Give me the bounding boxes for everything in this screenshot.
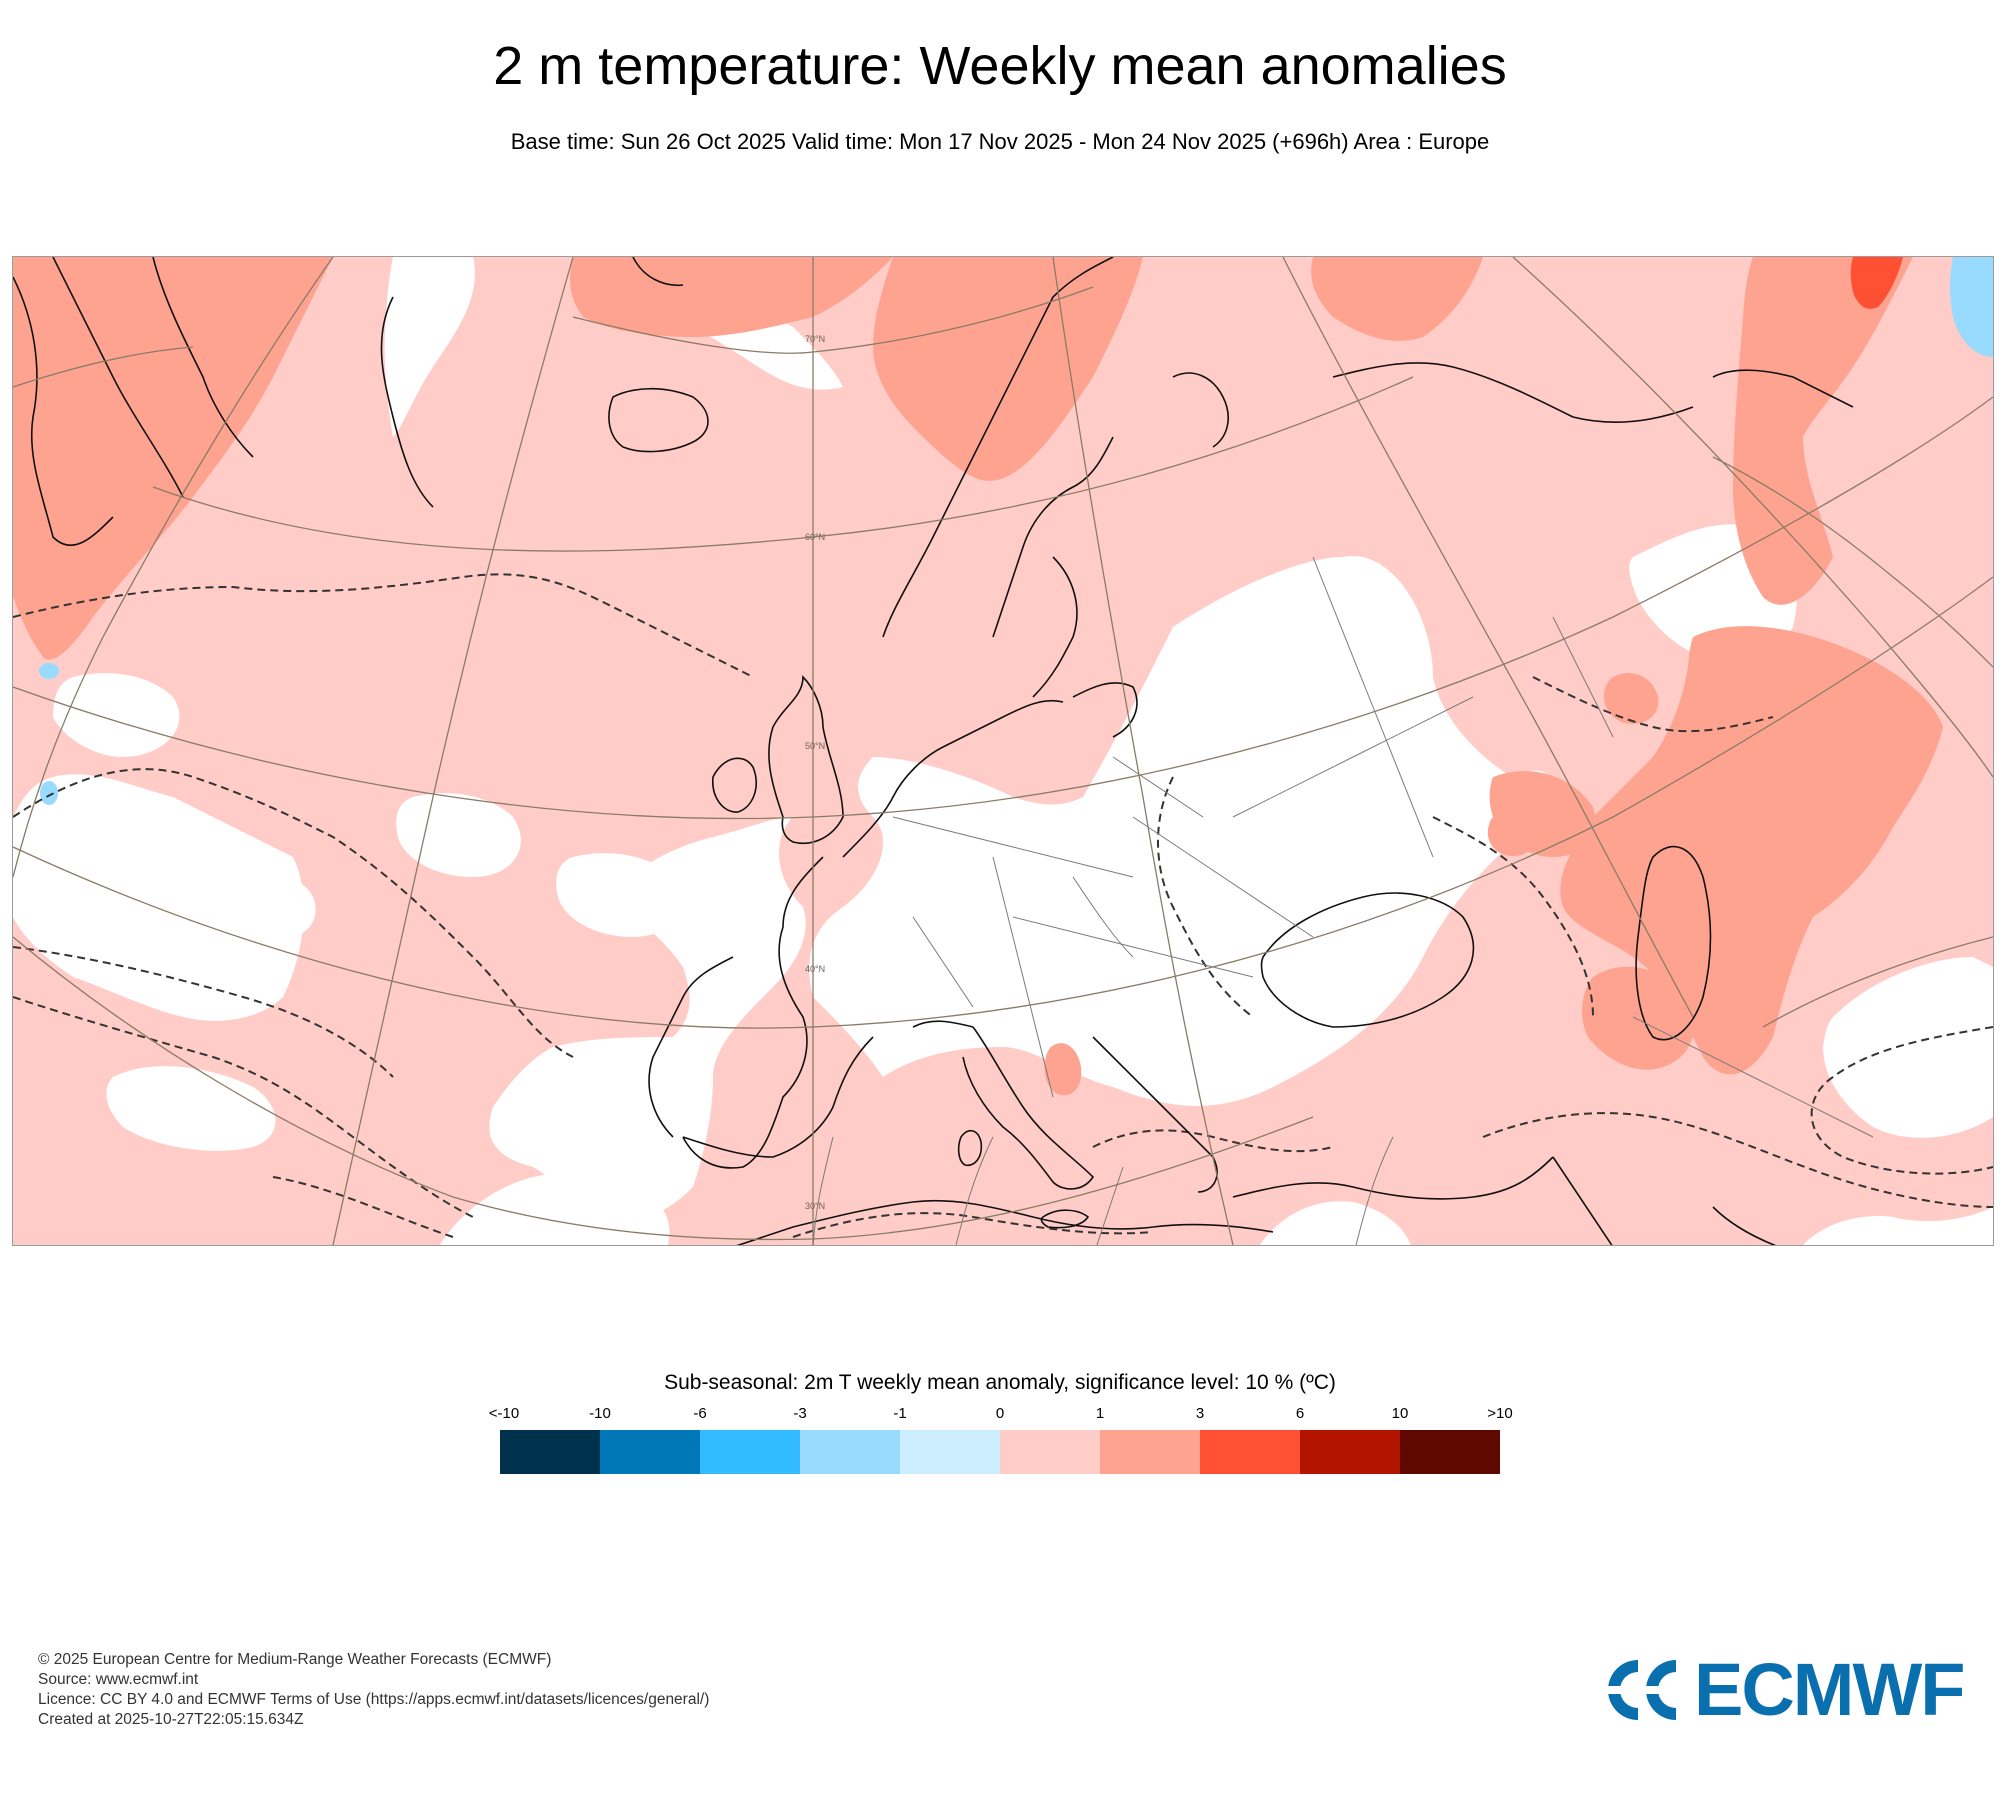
- legend-tick: 0: [995, 1405, 1005, 1422]
- legend-tick: >10: [1487, 1405, 1513, 1422]
- legend-swatch: [1200, 1430, 1300, 1474]
- legend-tick: 1: [1095, 1405, 1105, 1422]
- legend-swatch: [700, 1430, 800, 1474]
- anomaly-map: 70°N 60°N 50°N 40°N 30°N: [12, 256, 1994, 1246]
- legend-swatch: [800, 1430, 900, 1474]
- anomaly-field-medium: [13, 257, 1943, 1096]
- legend-title: Sub-seasonal: 2m T weekly mean anomaly, …: [664, 1371, 1336, 1394]
- legend-swatch: [600, 1430, 700, 1474]
- legend-swatch: [1400, 1430, 1500, 1474]
- footer-source: Source: www.ecmwf.int: [38, 1671, 199, 1688]
- legend-tick: -6: [693, 1405, 707, 1422]
- ecmwf-logo-icon: [1604, 1660, 1684, 1720]
- legend-colorbar: [500, 1430, 1500, 1474]
- page-title: 2 m temperature: Weekly mean anomalies: [493, 36, 1507, 96]
- legend-swatch: [1300, 1430, 1400, 1474]
- borders: [812, 556, 1874, 1245]
- legend-tick: 3: [1195, 1405, 1205, 1422]
- footer: © 2025 European Centre for Medium-Range …: [38, 1650, 709, 1730]
- coastlines: [13, 257, 1854, 1245]
- legend-tick: <-10: [488, 1405, 520, 1422]
- legend-tick: -1: [893, 1405, 907, 1422]
- lat-label-40: 40°N: [805, 964, 825, 974]
- lat-label-70: 70°N: [805, 334, 825, 344]
- legend-swatch: [500, 1430, 600, 1474]
- legend-tick: 10: [1391, 1405, 1409, 1422]
- footer-copyright: © 2025 European Centre for Medium-Range …: [38, 1651, 552, 1668]
- graticule: [13, 257, 1993, 1245]
- footer-created: Created at 2025-10-27T22:05:15.634Z: [38, 1711, 304, 1728]
- footer-licence: Licence: CC BY 4.0 and ECMWF Terms of Us…: [38, 1691, 710, 1708]
- page-subtitle: Base time: Sun 26 Oct 2025 Valid time: M…: [510, 129, 1490, 154]
- ecmwf-logo: ECMWF: [1590, 1650, 1970, 1730]
- anomaly-field-strong: [1850, 257, 1903, 309]
- lat-label-50: 50°N: [805, 741, 825, 751]
- legend-tick: -3: [793, 1405, 807, 1422]
- anomaly-field-cold: [39, 257, 1993, 805]
- lat-label-30: 30°N: [805, 1201, 825, 1211]
- legend-tick: 6: [1295, 1405, 1305, 1422]
- legend-tick: -10: [589, 1405, 611, 1422]
- latitude-labels: 70°N 60°N 50°N 40°N 30°N: [805, 334, 825, 1211]
- ecmwf-logo-text: ECMWF: [1694, 1648, 1965, 1731]
- legend-swatch: [1000, 1430, 1100, 1474]
- significance-contours: [13, 573, 1993, 1238]
- lat-label-60: 60°N: [805, 532, 825, 542]
- legend-swatch: [900, 1430, 1000, 1474]
- legend-tick-labels: <-10 -10 -6 -3 -1 0 1 3 6 10 >10: [0, 1405, 2000, 1425]
- legend-swatch: [1100, 1430, 1200, 1474]
